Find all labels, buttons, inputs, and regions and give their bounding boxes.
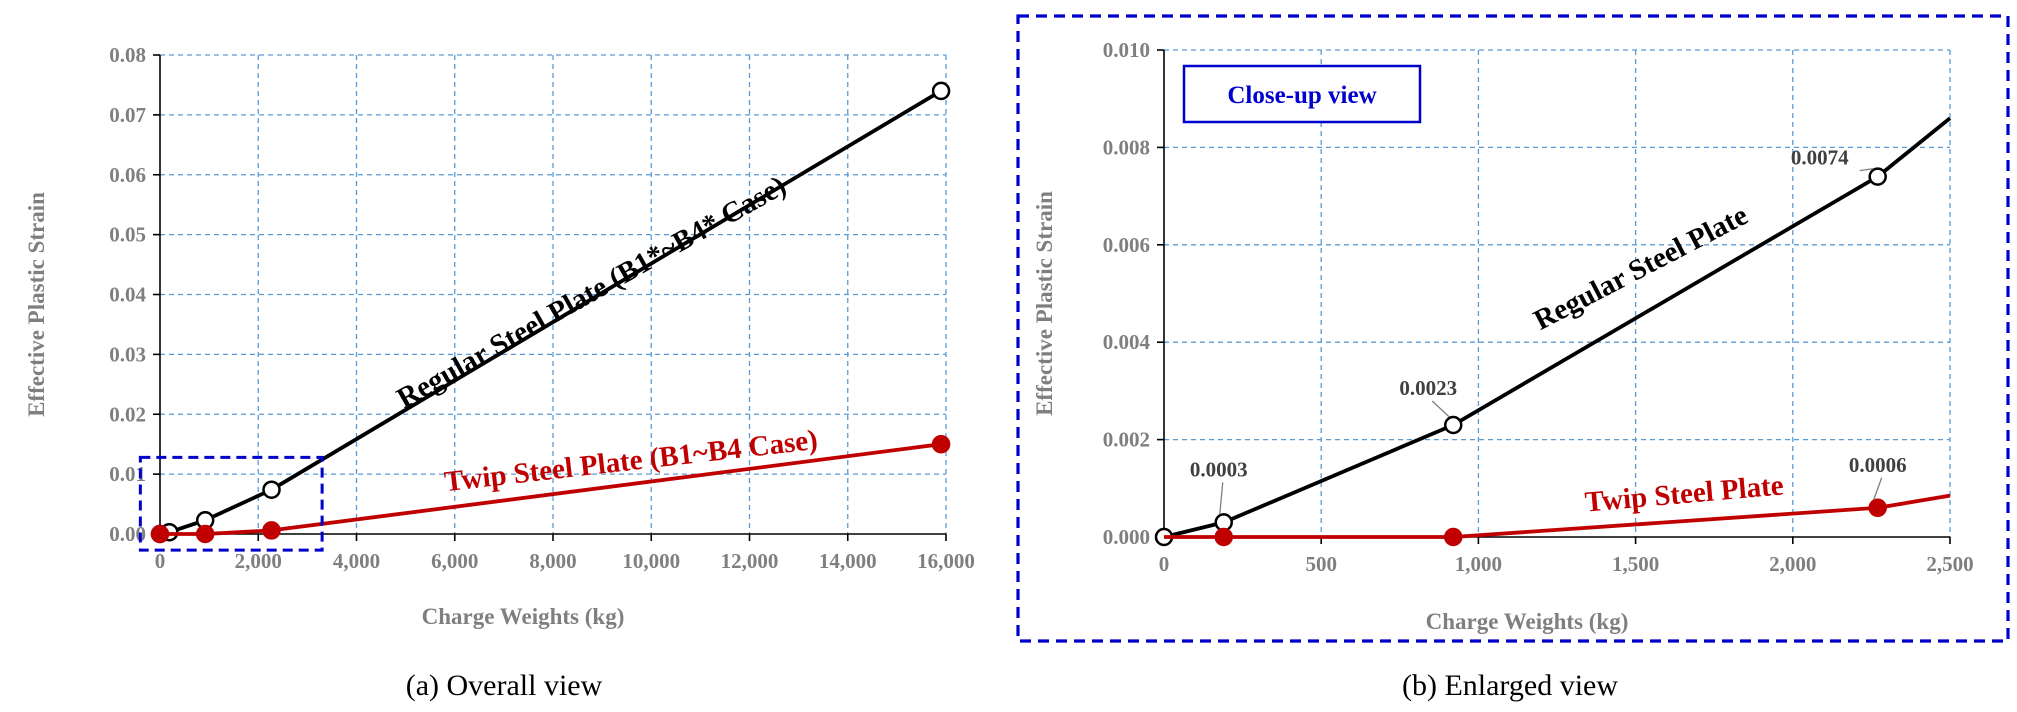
data-point-regular [262, 480, 281, 499]
data-point-twip [195, 524, 215, 544]
x-axis-title: Charge Weights (kg) [1426, 609, 1629, 634]
x-tick-label: 2,000 [235, 549, 282, 573]
data-point-twip [150, 524, 170, 544]
y-axis-title: Effective Plastic Strain [1032, 191, 1057, 416]
series-label-twip: Twip Steel Plate [1584, 469, 1785, 518]
figure-caption: (b) Enlarged view [1402, 669, 1618, 702]
zoom-region-box [138, 455, 324, 552]
y-tick-label: 0.07 [109, 103, 146, 127]
data-point-twip [262, 521, 281, 540]
y-tick-label: 0.08 [109, 43, 146, 67]
x-tick-label: 14,000 [819, 549, 877, 573]
series-label-regular: Regular Steel Plate (B1*~B4* Case) [392, 170, 792, 415]
data-point-twip [1214, 527, 1233, 547]
figure-caption: (a) Overall view [406, 669, 603, 702]
y-tick-label: 0.04 [109, 283, 146, 307]
x-tick-label: 2,500 [1926, 552, 1973, 576]
x-tick-label: 8,000 [529, 549, 576, 573]
y-tick-label: 0.05 [109, 223, 146, 247]
point-label: 0.0006 [1849, 453, 1907, 477]
point-label-leader [1859, 167, 1874, 172]
x-tick-label: 0 [155, 549, 166, 573]
panel-enlarged-view: 0 500 1,000 1,500 2,000 2,500 0.000 0.002 0.004 0… [1016, 14, 2010, 702]
series-line-twip [160, 442, 942, 536]
data-point-regular [931, 81, 951, 101]
inset-label: Close-up view [1227, 82, 1376, 109]
inset-label-box [1182, 64, 1422, 124]
x-tick-label: 6,000 [431, 549, 478, 573]
x-axis-title: Charge Weights (kg) [422, 604, 625, 629]
y-tick-label: 0.002 [1103, 428, 1150, 452]
data-point-regular [1443, 415, 1463, 435]
y-tick-label: 0.06 [109, 163, 146, 187]
point-label-leader [1431, 400, 1450, 418]
y-tick-label: 0.008 [1103, 135, 1150, 159]
y-axis-title: Effective Plastic Strain [24, 192, 49, 417]
point-label-leader [1219, 482, 1224, 515]
data-point-regular [1868, 167, 1887, 186]
x-tick-label: 1,000 [1455, 552, 1502, 576]
panel-overall-view: 0 2,000 4,000 6,000 8,000 10,000 12,000 14,000 1… [24, 43, 975, 702]
x-tick-label: 2,000 [1769, 552, 1816, 576]
point-label: 0.0023 [1399, 376, 1457, 400]
series-label-twip: Twip Steel Plate (B1~B4 Case) [443, 424, 820, 498]
x-tick-label: 10,000 [622, 549, 680, 573]
x-tick-label: 16,000 [917, 549, 975, 573]
y-tick-label: 0.03 [109, 342, 146, 366]
point-label-leader [1873, 477, 1883, 501]
y-tick-label: 0.02 [109, 402, 146, 426]
data-point-twip [931, 434, 951, 454]
x-tick-label: 12,000 [721, 549, 779, 573]
point-label: 0.0074 [1791, 146, 1849, 170]
x-tick-label: 500 [1305, 552, 1337, 576]
enlarged-panel-frame [1016, 14, 2010, 643]
x-tick-label: 4,000 [333, 549, 380, 573]
data-point-twip [1868, 498, 1887, 518]
data-point-twip [1443, 527, 1463, 547]
y-tick-label: 0.004 [1103, 330, 1151, 354]
y-tick-label: 0.006 [1103, 233, 1150, 257]
y-tick-label: 0.000 [1103, 525, 1150, 549]
series-line-twip [1164, 493, 1951, 539]
x-tick-label: 0 [1159, 552, 1170, 576]
y-tick-label: 0.010 [1103, 38, 1150, 62]
x-tick-label: 1,500 [1612, 552, 1659, 576]
point-label: 0.0003 [1190, 457, 1248, 481]
